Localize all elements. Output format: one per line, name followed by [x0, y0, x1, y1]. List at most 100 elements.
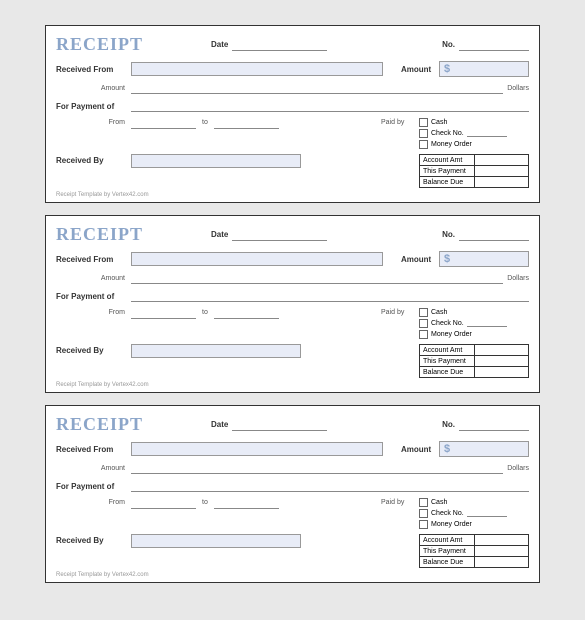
this-payment-label: This Payment [420, 546, 475, 557]
received-by-label: Received By [56, 344, 131, 355]
received-by-field[interactable] [131, 534, 301, 548]
received-by-field[interactable] [131, 154, 301, 168]
amount-label: Amount [401, 65, 439, 74]
amount-small-label: Amount [56, 85, 131, 92]
no-field[interactable] [459, 229, 529, 241]
received-from-field[interactable] [131, 252, 383, 266]
to-field[interactable] [214, 497, 279, 509]
account-amt-label: Account Amt [420, 535, 475, 546]
no-field[interactable] [459, 39, 529, 51]
date-field[interactable] [232, 229, 327, 241]
receipt-slip: RECEIPT Date No. Received From Amount $ … [45, 25, 540, 203]
dollars-label: Dollars [507, 465, 529, 472]
account-amt-label: Account Amt [420, 155, 475, 166]
from-field[interactable] [131, 497, 196, 509]
checkbox-icon [419, 330, 428, 339]
dollar-sign-icon: $ [444, 63, 450, 75]
check-no-field[interactable] [467, 509, 507, 517]
this-payment-cell[interactable] [475, 546, 529, 557]
footer-credit: Receipt Template by Vertex42.com [56, 192, 529, 198]
account-amt-cell[interactable] [475, 535, 529, 546]
amount-label: Amount [401, 255, 439, 264]
this-payment-cell[interactable] [475, 356, 529, 367]
received-from-label: Received From [56, 65, 131, 74]
to-label: to [202, 307, 208, 316]
balance-due-cell[interactable] [475, 557, 529, 568]
account-amt-cell[interactable] [475, 345, 529, 356]
received-from-field[interactable] [131, 62, 383, 76]
receipt-title: RECEIPT [56, 414, 176, 435]
cash-option[interactable]: Cash [419, 307, 529, 318]
money-order-option[interactable]: Money Order [419, 139, 529, 150]
balance-due-label: Balance Due [420, 367, 475, 378]
paid-by-label: Paid by [381, 117, 419, 126]
checkbox-icon [419, 509, 428, 518]
checkbox-icon [419, 319, 428, 328]
checkbox-icon [419, 520, 428, 529]
no-label: No. [442, 40, 455, 49]
received-by-field[interactable] [131, 344, 301, 358]
received-from-field[interactable] [131, 442, 383, 456]
dollar-sign-icon: $ [444, 443, 450, 455]
account-amt-cell[interactable] [475, 155, 529, 166]
check-no-field[interactable] [467, 129, 507, 137]
balance-due-cell[interactable] [475, 177, 529, 188]
amount-box[interactable]: $ [439, 441, 529, 457]
date-label: Date [211, 40, 228, 49]
payment-summary-table: Account Amt This Payment Balance Due [419, 154, 529, 188]
from-field[interactable] [131, 117, 196, 129]
for-payment-label: For Payment of [56, 102, 131, 111]
amount-label: Amount [401, 445, 439, 454]
checkbox-icon [419, 308, 428, 317]
money-order-option[interactable]: Money Order [419, 519, 529, 530]
to-field[interactable] [214, 307, 279, 319]
for-payment-field[interactable] [131, 100, 529, 112]
checkbox-icon [419, 140, 428, 149]
dollars-label: Dollars [507, 85, 529, 92]
for-payment-field[interactable] [131, 290, 529, 302]
dollar-sign-icon: $ [444, 253, 450, 265]
receipt-slip: RECEIPT Date No. Received From Amount $ … [45, 405, 540, 583]
from-label: From [56, 497, 131, 506]
amount-box[interactable]: $ [439, 61, 529, 77]
date-field[interactable] [232, 39, 327, 51]
from-label: From [56, 117, 131, 126]
payment-summary-table: Account Amt This Payment Balance Due [419, 344, 529, 378]
date-label: Date [211, 230, 228, 239]
for-payment-field[interactable] [131, 480, 529, 492]
amount-small-label: Amount [56, 275, 131, 282]
no-label: No. [442, 420, 455, 429]
check-option[interactable]: Check No. [419, 128, 529, 139]
this-payment-cell[interactable] [475, 166, 529, 177]
check-option[interactable]: Check No. [419, 318, 529, 329]
this-payment-label: This Payment [420, 356, 475, 367]
from-label: From [56, 307, 131, 316]
check-option[interactable]: Check No. [419, 508, 529, 519]
money-order-option[interactable]: Money Order [419, 329, 529, 340]
amount-words-field[interactable] [131, 272, 503, 284]
this-payment-label: This Payment [420, 166, 475, 177]
amount-words-field[interactable] [131, 82, 503, 94]
receipt-title: RECEIPT [56, 224, 176, 245]
date-field[interactable] [232, 419, 327, 431]
checkbox-icon [419, 118, 428, 127]
paid-by-label: Paid by [381, 307, 419, 316]
to-field[interactable] [214, 117, 279, 129]
date-label: Date [211, 420, 228, 429]
amount-words-field[interactable] [131, 462, 503, 474]
checkbox-icon [419, 129, 428, 138]
cash-option[interactable]: Cash [419, 497, 529, 508]
dollars-label: Dollars [507, 275, 529, 282]
received-by-label: Received By [56, 154, 131, 165]
balance-due-label: Balance Due [420, 557, 475, 568]
received-from-label: Received From [56, 445, 131, 454]
cash-option[interactable]: Cash [419, 117, 529, 128]
receipt-slip: RECEIPT Date No. Received From Amount $ … [45, 215, 540, 393]
account-amt-label: Account Amt [420, 345, 475, 356]
amount-box[interactable]: $ [439, 251, 529, 267]
no-field[interactable] [459, 419, 529, 431]
from-field[interactable] [131, 307, 196, 319]
check-no-field[interactable] [467, 319, 507, 327]
received-by-label: Received By [56, 534, 131, 545]
balance-due-cell[interactable] [475, 367, 529, 378]
